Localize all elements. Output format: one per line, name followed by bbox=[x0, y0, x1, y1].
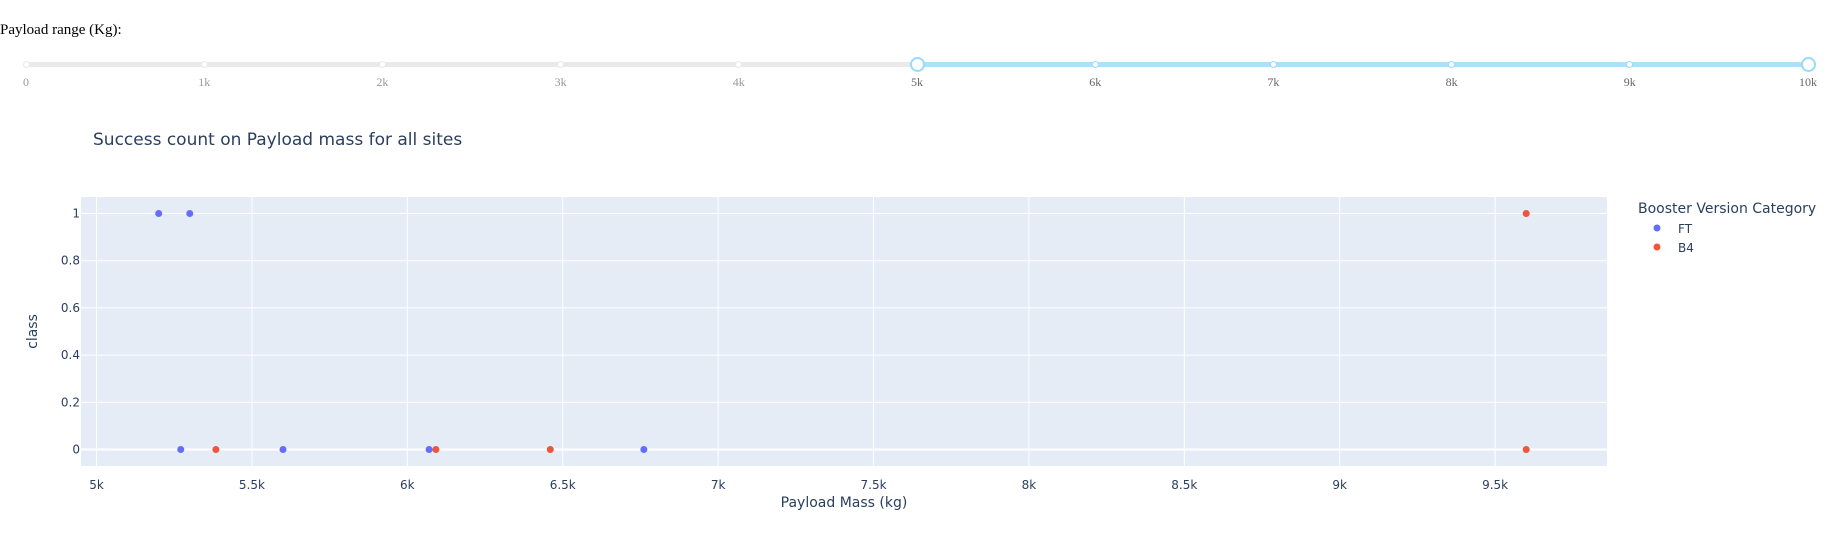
legend-marker-ft bbox=[1653, 224, 1661, 232]
payload-range-label: Payload range (Kg): bbox=[0, 22, 122, 38]
slider-mark-label[interactable]: 7k bbox=[1267, 75, 1280, 89]
data-point-ft bbox=[186, 210, 194, 218]
y-tick-label: 0.4 bbox=[61, 348, 80, 362]
data-point-ft bbox=[155, 210, 163, 218]
y-tick-label: 0.8 bbox=[61, 254, 80, 268]
x-tick-label: 6.5k bbox=[550, 478, 576, 492]
data-point-b4 bbox=[1522, 445, 1530, 453]
x-tick-label: 9.5k bbox=[1482, 478, 1508, 492]
x-axis-title: Payload Mass (kg) bbox=[781, 495, 908, 511]
slider-mark-label[interactable]: 8k bbox=[1445, 75, 1458, 89]
slider-mark-dot[interactable] bbox=[22, 61, 30, 68]
slider-handle-min[interactable] bbox=[909, 57, 925, 72]
data-point-ft bbox=[279, 445, 287, 453]
legend-label-b4: B4 bbox=[1678, 241, 1694, 255]
y-tick-label: 0.6 bbox=[61, 301, 80, 315]
slider-mark-label[interactable]: 2k bbox=[376, 75, 389, 89]
x-tick-label: 8.5k bbox=[1171, 478, 1197, 492]
slider-mark-label[interactable]: 5k bbox=[911, 75, 923, 89]
x-tick-label: 5k bbox=[89, 478, 104, 492]
data-point-ft bbox=[177, 445, 185, 453]
data-point-ft bbox=[640, 445, 648, 453]
legend-marker-b4 bbox=[1653, 243, 1661, 251]
slider-mark-label[interactable]: 3k bbox=[554, 75, 567, 89]
y-axis-title: class bbox=[25, 314, 41, 349]
slider-mark-dot[interactable] bbox=[735, 61, 743, 68]
slider-mark-label[interactable]: 0 bbox=[23, 75, 29, 89]
y-tick-label: 0.2 bbox=[61, 395, 80, 409]
slider-mark-dot[interactable] bbox=[378, 61, 386, 68]
slider-mark-dot[interactable] bbox=[200, 61, 208, 68]
slider-mark-dot[interactable] bbox=[557, 61, 565, 68]
x-tick-label: 7.5k bbox=[861, 478, 887, 492]
y-tick-label: 1 bbox=[72, 207, 80, 221]
data-point-b4 bbox=[432, 445, 440, 453]
x-tick-label: 5.5k bbox=[239, 478, 265, 492]
data-point-b4 bbox=[212, 445, 220, 453]
slider-mark-dot[interactable] bbox=[1091, 61, 1099, 68]
data-point-b4 bbox=[546, 445, 554, 453]
slider-mark-label[interactable]: 9k bbox=[1623, 75, 1636, 89]
slider-handle-max[interactable] bbox=[1800, 57, 1816, 72]
payload-range-slider[interactable]: 0 1k 2k 3k 4k 5k 6k 7k 8k 9k 10k bbox=[0, 50, 1835, 90]
plot-background bbox=[81, 197, 1607, 466]
slider-mark-dot[interactable] bbox=[1626, 61, 1634, 68]
legend-label-ft: FT bbox=[1678, 222, 1693, 236]
x-tick-label: 6k bbox=[400, 478, 415, 492]
slider-mark-label[interactable]: 4k bbox=[732, 75, 745, 89]
slider-mark-label[interactable]: 1k bbox=[198, 75, 211, 89]
slider-selected-track[interactable] bbox=[917, 62, 1808, 67]
slider-mark-dot[interactable] bbox=[1269, 61, 1277, 68]
x-tick-label: 7k bbox=[711, 478, 726, 492]
data-point-b4 bbox=[1522, 210, 1530, 218]
x-tick-label: 8k bbox=[1022, 478, 1037, 492]
legend-title: Booster Version Category bbox=[1638, 201, 1816, 217]
data-point-ft bbox=[425, 445, 433, 453]
x-tick-label: 9k bbox=[1332, 478, 1347, 492]
slider-mark-label[interactable]: 10k bbox=[1799, 75, 1817, 89]
legend: FT B4 bbox=[1653, 222, 1694, 255]
y-tick-label: 0 bbox=[72, 442, 80, 456]
chart-title: Success count on Payload mass for all si… bbox=[93, 130, 463, 150]
slider-mark-dot[interactable] bbox=[1448, 61, 1456, 68]
slider-mark-label[interactable]: 6k bbox=[1089, 75, 1102, 89]
